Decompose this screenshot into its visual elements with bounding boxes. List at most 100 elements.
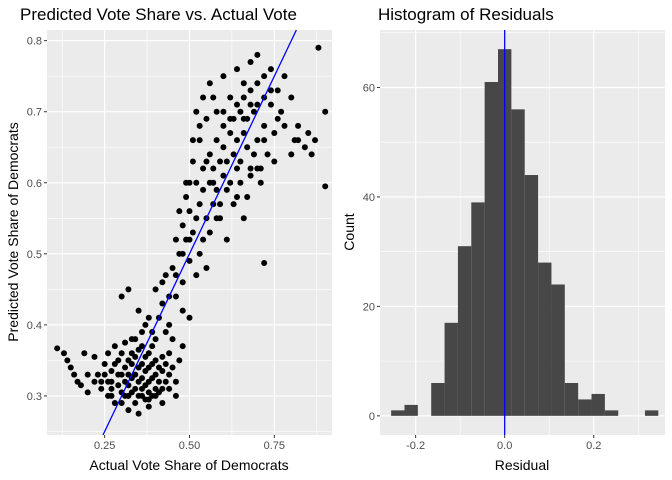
scatter-y-tick-label: 0.8 xyxy=(27,36,42,48)
scatter-point xyxy=(142,321,149,328)
scatter-point xyxy=(315,44,322,51)
scatter-point xyxy=(159,279,166,286)
scatter-point xyxy=(108,385,115,392)
histogram-y-tick-label: 20 xyxy=(363,301,375,313)
histogram-y-tick-label: 40 xyxy=(363,192,375,204)
scatter-point xyxy=(322,108,329,115)
scatter-point xyxy=(247,165,254,172)
scatter-point xyxy=(98,385,105,392)
scatter-point xyxy=(176,208,183,215)
scatter-point xyxy=(257,179,264,186)
histogram-y-tick-label: 60 xyxy=(363,82,375,94)
scatter-point xyxy=(169,336,176,343)
scatter-point xyxy=(105,350,112,357)
scatter-point xyxy=(166,350,173,357)
scatter-point xyxy=(223,236,230,243)
histogram-x-ticks: -0.2 0.0 0.2 xyxy=(406,435,601,452)
scatter-point xyxy=(159,300,166,307)
scatter-point xyxy=(84,389,91,396)
scatter-x-axis-title: Actual Vote Share of Democrats xyxy=(89,457,288,473)
scatter-point xyxy=(193,272,200,279)
histogram-title: Histogram of Residuals xyxy=(378,5,554,24)
scatter-y-tick-label: 0.3 xyxy=(27,391,42,403)
scatter-x-ticks: 0.25 0.50 0.75 xyxy=(94,435,285,452)
scatter-point xyxy=(135,410,142,417)
scatter-point xyxy=(203,115,210,122)
scatter-point xyxy=(179,307,186,314)
scatter-panel: Predicted Vote Share vs. Actual Vote 0.2… xyxy=(5,5,332,473)
scatter-point xyxy=(237,158,244,165)
scatter-point xyxy=(217,215,224,222)
scatter-point xyxy=(288,94,295,101)
scatter-point xyxy=(145,350,152,357)
histogram-panel: Histogram of Residuals -0.2 0.0 0.2 0 20 40 6… xyxy=(341,5,665,473)
scatter-point xyxy=(234,101,240,108)
scatter-point xyxy=(152,286,159,293)
scatter-point xyxy=(152,371,159,378)
histogram-x-tick-label: 0.2 xyxy=(586,440,601,452)
scatter-point xyxy=(210,165,217,172)
scatter-major-grid xyxy=(47,30,332,435)
scatter-point xyxy=(179,250,186,257)
scatter-point xyxy=(261,73,268,80)
scatter-point xyxy=(186,314,193,321)
scatter-point xyxy=(172,378,179,385)
scatter-point xyxy=(172,236,179,243)
scatter-point xyxy=(213,108,220,115)
scatter-point xyxy=(200,165,207,172)
scatter-point xyxy=(234,193,240,200)
scatter-point xyxy=(152,336,159,343)
scatter-point xyxy=(166,371,173,378)
scatter-point xyxy=(254,101,261,108)
scatter-point xyxy=(172,293,179,300)
scatter-point xyxy=(230,151,237,158)
scatter-point xyxy=(125,407,132,414)
scatter-point xyxy=(94,371,101,378)
scatter-point xyxy=(264,151,271,158)
scatter-y-tick-label: 0.7 xyxy=(27,107,42,119)
scatter-point xyxy=(189,229,196,236)
scatter-y-tick-label: 0.6 xyxy=(27,178,42,190)
scatter-point xyxy=(159,368,166,375)
scatter-point xyxy=(162,328,169,335)
scatter-point xyxy=(108,368,115,375)
scatter-point xyxy=(244,193,251,200)
scatter-point xyxy=(240,215,247,222)
scatter-point xyxy=(139,392,145,399)
scatter-point xyxy=(183,179,190,186)
scatter-point xyxy=(105,392,112,399)
scatter-point xyxy=(267,101,274,108)
scatter-point xyxy=(271,130,278,137)
scatter-point xyxy=(240,115,247,122)
scatter-point xyxy=(162,378,169,385)
scatter-point xyxy=(169,364,176,371)
scatter-point xyxy=(271,158,278,165)
scatter-point xyxy=(196,250,203,257)
scatter-x-tick-label: 0.50 xyxy=(179,440,200,452)
scatter-point xyxy=(179,222,186,229)
scatter-point xyxy=(295,122,302,129)
scatter-point xyxy=(155,378,162,385)
scatter-point xyxy=(240,94,247,101)
scatter-point xyxy=(132,353,139,360)
scatter-point xyxy=(200,186,207,193)
scatter-point xyxy=(132,371,139,378)
scatter-point xyxy=(237,108,244,115)
scatter-point xyxy=(278,108,285,115)
scatter-point xyxy=(281,73,288,80)
histogram-y-tick-label: 0 xyxy=(369,411,375,423)
scatter-point xyxy=(128,360,135,367)
scatter-point xyxy=(244,144,251,151)
scatter-point xyxy=(122,392,129,399)
scatter-point xyxy=(111,400,118,407)
scatter-point xyxy=(101,371,108,378)
scatter-point xyxy=(210,94,217,101)
scatter-point xyxy=(179,343,186,350)
scatter-point xyxy=(213,137,220,144)
scatter-point xyxy=(186,208,193,215)
histogram-bar xyxy=(511,109,525,416)
scatter-point xyxy=(115,357,122,364)
scatter-point xyxy=(254,51,261,58)
scatter-point xyxy=(152,392,159,399)
scatter-point xyxy=(220,108,227,115)
